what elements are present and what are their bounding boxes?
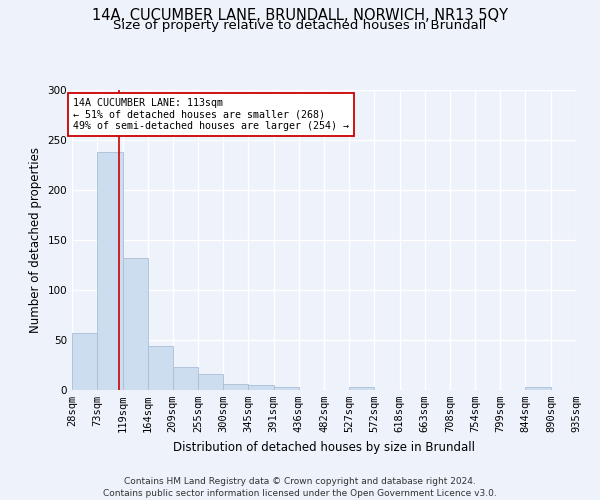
Y-axis label: Number of detached properties: Number of detached properties — [29, 147, 42, 333]
Bar — [198, 374, 223, 390]
Bar — [97, 152, 122, 390]
Text: 14A CUCUMBER LANE: 113sqm
← 51% of detached houses are smaller (268)
49% of semi: 14A CUCUMBER LANE: 113sqm ← 51% of detac… — [73, 98, 349, 131]
Bar — [72, 333, 97, 390]
Text: Contains HM Land Registry data © Crown copyright and database right 2024.
Contai: Contains HM Land Registry data © Crown c… — [103, 476, 497, 498]
Bar — [526, 387, 551, 390]
Bar — [248, 385, 274, 390]
Bar — [223, 384, 248, 390]
Bar — [274, 387, 299, 390]
Bar — [173, 367, 198, 390]
Text: Size of property relative to detached houses in Brundall: Size of property relative to detached ho… — [113, 19, 487, 32]
Bar — [148, 346, 173, 390]
Bar — [122, 258, 148, 390]
X-axis label: Distribution of detached houses by size in Brundall: Distribution of detached houses by size … — [173, 440, 475, 454]
Text: 14A, CUCUMBER LANE, BRUNDALL, NORWICH, NR13 5QY: 14A, CUCUMBER LANE, BRUNDALL, NORWICH, N… — [92, 8, 508, 22]
Bar — [349, 387, 374, 390]
